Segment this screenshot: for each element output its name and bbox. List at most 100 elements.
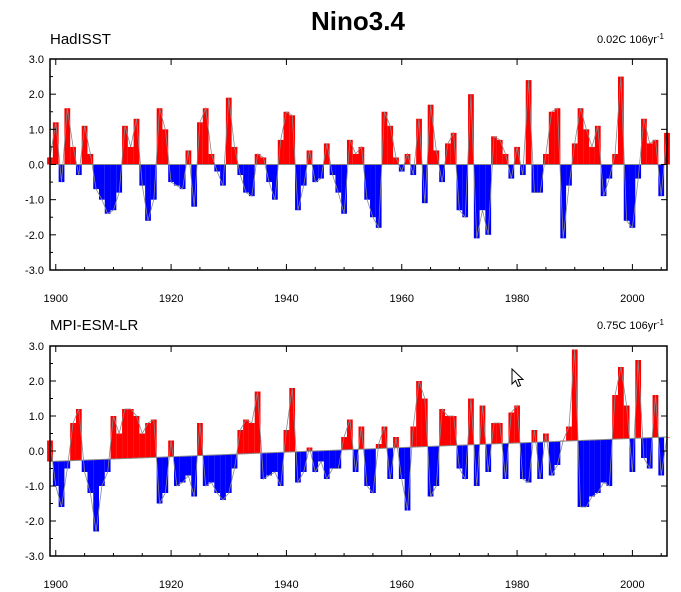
anomaly-bar [122, 409, 128, 459]
anomaly-bar [617, 367, 624, 439]
anomaly-bar [537, 164, 544, 193]
anomaly-bar [606, 439, 613, 486]
y-tick-label: -1.0 [25, 481, 44, 493]
anomaly-bar [352, 449, 359, 472]
anomaly-bar [358, 426, 365, 450]
anomaly-bar [127, 146, 134, 165]
anomaly-bar [93, 459, 100, 532]
anomaly-bar [450, 132, 457, 165]
anomaly-bar [191, 164, 198, 207]
anomaly-bar [496, 139, 503, 165]
anomaly-bar [427, 104, 434, 165]
anomaly-bar [566, 164, 572, 186]
anomaly-bar [450, 416, 457, 446]
anomaly-bar [214, 454, 221, 493]
anomaly-bar [220, 454, 226, 500]
anomaly-bar [485, 164, 492, 235]
x-tick-label: 1960 [390, 293, 414, 305]
anomaly-bar [312, 164, 319, 183]
panel-mpi-esm-lr: MPI-ESM-LR 0.75C 106yr-1 3.0 2.0 1.0 0.0 -1.… [25, 317, 670, 591]
x-tick-label: 1940 [274, 293, 298, 305]
x-tick-label: 1980 [505, 293, 529, 305]
panel-title: MPI-ESM-LR [50, 317, 139, 334]
baseline-line [49, 436, 668, 462]
anomaly-bar [652, 395, 659, 438]
y-tick-label: -2.0 [25, 516, 44, 528]
y-tick-label: -1.0 [25, 195, 44, 207]
trend-label: 0.02C 106yr-1 [597, 32, 665, 46]
anomaly-bar [318, 164, 324, 179]
anomaly-bar [179, 456, 186, 483]
anomaly-bar [272, 452, 278, 472]
anomaly-bar [594, 439, 601, 493]
anomaly-bar [641, 118, 647, 165]
y-tick-label: 2.0 [29, 376, 44, 388]
x-tick-label: 1940 [274, 579, 298, 591]
anomaly-bar [560, 164, 567, 239]
anomaly-bar [531, 164, 538, 193]
anomaly-bar [289, 388, 296, 452]
anomaly-bar [150, 164, 157, 200]
anomaly-bar [566, 426, 572, 441]
anomaly-bar [571, 349, 578, 441]
anomaly-bar [248, 164, 255, 197]
anomaly-bar [208, 153, 215, 165]
anomaly-bar [99, 164, 105, 200]
anomaly-bar [433, 150, 440, 165]
panel-hadisst: HadISST 0.02C 106yr-1 3.0 2.0 1.0 0.0 -1.0 -2… [25, 31, 670, 305]
anomaly-bar [427, 446, 434, 497]
anomaly-bar [433, 446, 440, 486]
anomaly-bar [318, 450, 324, 462]
anomaly-bar [185, 150, 192, 165]
anomaly-bar [606, 164, 613, 179]
anomaly-bar [554, 441, 561, 465]
anomaly-bar [70, 423, 76, 461]
anomaly-bar [491, 136, 497, 165]
anomaly-bar [81, 460, 88, 472]
anomaly-bar [531, 430, 538, 443]
anomaly-bar [197, 122, 203, 165]
anomaly-bar [185, 456, 192, 476]
anomaly-bar [496, 423, 503, 444]
anomaly-bar [208, 455, 215, 483]
anomaly-bar [52, 122, 59, 165]
anomaly-bar [295, 164, 301, 211]
anomaly-bar [104, 459, 111, 472]
anomaly-bar [479, 164, 486, 211]
anomaly-bar [168, 164, 174, 183]
anomaly-bar [243, 419, 249, 454]
anomaly-bar [346, 139, 353, 165]
anomaly-bar [75, 164, 82, 176]
anomaly-bar [335, 450, 342, 469]
anomaly-bar [398, 164, 405, 172]
anomaly-bar [370, 164, 376, 218]
anomaly-bar [139, 164, 146, 186]
anomaly-bar [583, 440, 590, 507]
x-tick-label: 1900 [44, 293, 68, 305]
anomaly-bar [548, 441, 555, 476]
anomaly-bar [352, 153, 359, 165]
anomaly-bar [387, 447, 394, 479]
anomaly-bar [410, 164, 417, 176]
anomaly-bar [225, 454, 232, 493]
anomaly-bar [231, 146, 238, 165]
anomaly-bar [145, 164, 151, 221]
anomaly-bar [156, 457, 163, 504]
anomaly-bar [519, 442, 526, 479]
anomaly-bar [179, 164, 186, 190]
anomaly-bar [583, 129, 590, 165]
anomaly-bar [537, 442, 544, 479]
x-tick-label: 2000 [620, 579, 644, 591]
anomaly-bar [329, 164, 336, 176]
anomaly-bar [445, 416, 451, 446]
anomaly-bar [600, 439, 607, 483]
anomaly-bar [617, 76, 624, 165]
anomaly-bar [370, 448, 376, 493]
figure-title: Nino3.4 [311, 6, 405, 36]
anomaly-bar [323, 450, 330, 479]
anomaly-bar [116, 433, 123, 459]
anomaly-bar [646, 437, 653, 469]
anomaly-bar [266, 452, 273, 476]
x-tick-label: 1920 [159, 293, 183, 305]
anomaly-bar [139, 433, 146, 458]
